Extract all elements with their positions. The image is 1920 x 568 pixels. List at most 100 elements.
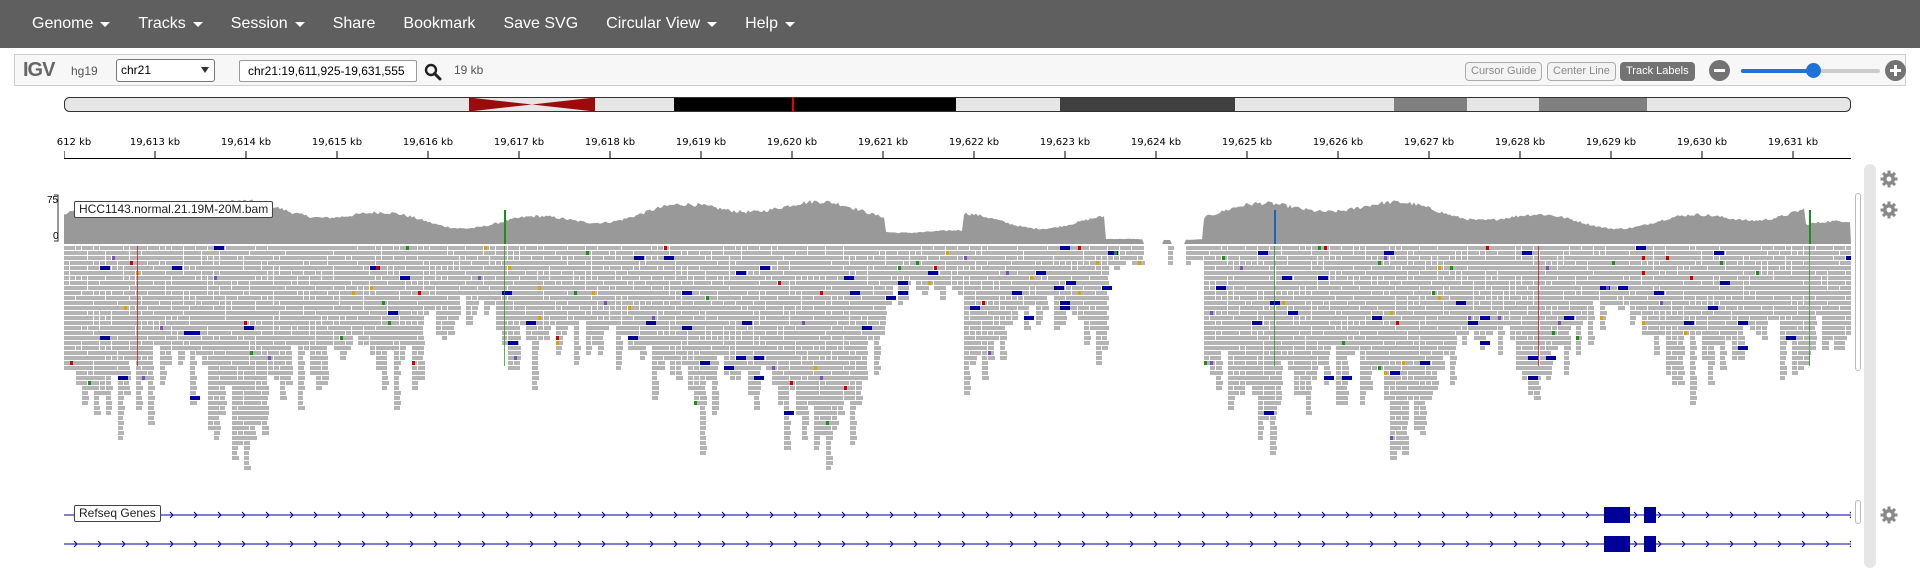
read xyxy=(148,406,154,410)
read xyxy=(268,316,273,320)
read xyxy=(1072,296,1078,300)
nav-save-svg[interactable]: Save SVG xyxy=(503,15,578,33)
read xyxy=(844,346,850,350)
track-labels-button[interactable]: Track Labels xyxy=(1620,62,1695,81)
read xyxy=(1066,276,1071,280)
read xyxy=(820,331,825,335)
read xyxy=(814,306,820,310)
read xyxy=(796,346,801,350)
read xyxy=(682,351,687,355)
read xyxy=(424,311,429,315)
nav-tracks[interactable]: Tracks xyxy=(138,15,203,33)
read xyxy=(232,316,239,320)
bam-track-gear-icon[interactable] xyxy=(1880,201,1898,219)
read xyxy=(82,316,89,320)
read xyxy=(166,261,172,265)
zoom-out-icon[interactable] xyxy=(1709,60,1730,81)
read xyxy=(1228,281,1235,285)
read xyxy=(802,401,807,405)
read xyxy=(772,246,777,250)
chromosome-select[interactable]: chr21 xyxy=(116,59,215,82)
center-line-button[interactable]: Center Line xyxy=(1547,62,1616,81)
ruler-gear-icon[interactable] xyxy=(1880,170,1898,188)
read xyxy=(1018,296,1023,300)
read xyxy=(250,406,256,410)
read xyxy=(532,246,537,250)
read xyxy=(646,276,651,280)
nav-share[interactable]: Share xyxy=(333,15,376,33)
read xyxy=(286,381,293,385)
read xyxy=(892,276,897,280)
read xyxy=(514,351,521,355)
read xyxy=(76,356,83,360)
nav-help[interactable]: Help xyxy=(745,15,795,33)
zoom-slider[interactable] xyxy=(1741,63,1880,78)
genes-track-gear-icon[interactable] xyxy=(1880,506,1898,524)
read xyxy=(1270,276,1275,280)
read xyxy=(736,336,741,340)
read xyxy=(694,306,700,310)
search-icon[interactable] xyxy=(424,63,442,81)
nav-circular-view[interactable]: Circular View xyxy=(606,15,718,33)
read xyxy=(826,296,831,300)
read xyxy=(790,256,796,260)
read xyxy=(700,356,707,360)
read xyxy=(1306,271,1313,275)
read xyxy=(1264,261,1271,265)
zoom-in-icon[interactable] xyxy=(1885,60,1906,81)
nav-session[interactable]: Session xyxy=(231,15,305,33)
read xyxy=(502,301,509,305)
read xyxy=(484,266,491,270)
locus-search-input[interactable] xyxy=(239,60,417,82)
track-drag-gutter[interactable] xyxy=(1864,164,1876,568)
read xyxy=(262,361,267,365)
read xyxy=(880,326,885,330)
read xyxy=(724,291,730,295)
read xyxy=(874,271,881,275)
read xyxy=(118,246,123,250)
read xyxy=(442,301,449,305)
read xyxy=(1246,301,1251,305)
read xyxy=(256,326,262,330)
coverage-track[interactable] xyxy=(64,190,1851,244)
read xyxy=(388,286,395,290)
read xyxy=(814,336,819,340)
nav-genome[interactable]: Genome xyxy=(32,15,111,33)
read xyxy=(448,311,454,315)
read xyxy=(1330,271,1335,275)
read xyxy=(766,361,772,365)
read xyxy=(298,306,303,310)
read xyxy=(298,276,304,280)
read xyxy=(262,321,268,325)
read xyxy=(1348,281,1353,285)
read xyxy=(244,381,251,385)
read xyxy=(184,246,191,250)
read xyxy=(220,341,227,345)
read xyxy=(328,301,334,305)
cursor-guide-button[interactable]: Cursor Guide xyxy=(1465,62,1543,81)
read xyxy=(400,246,407,250)
read xyxy=(928,276,935,280)
read xyxy=(736,326,742,330)
read xyxy=(838,271,844,275)
read xyxy=(214,276,221,280)
read xyxy=(280,291,286,295)
read xyxy=(706,306,713,310)
read xyxy=(82,256,87,260)
read xyxy=(862,351,868,355)
read xyxy=(790,286,796,290)
nav-bookmark[interactable]: Bookmark xyxy=(403,15,475,33)
read xyxy=(406,321,411,325)
read xyxy=(988,316,993,320)
zoom-slider-thumb[interactable] xyxy=(1806,63,1822,78)
read xyxy=(322,356,328,360)
read xyxy=(178,256,183,260)
read xyxy=(688,316,693,320)
read xyxy=(646,336,653,340)
alignment-track[interactable] xyxy=(64,246,1851,494)
read xyxy=(88,371,93,375)
read xyxy=(202,346,209,350)
chromosome-ideogram[interactable] xyxy=(64,97,1851,112)
read xyxy=(574,296,581,300)
read xyxy=(106,356,111,360)
